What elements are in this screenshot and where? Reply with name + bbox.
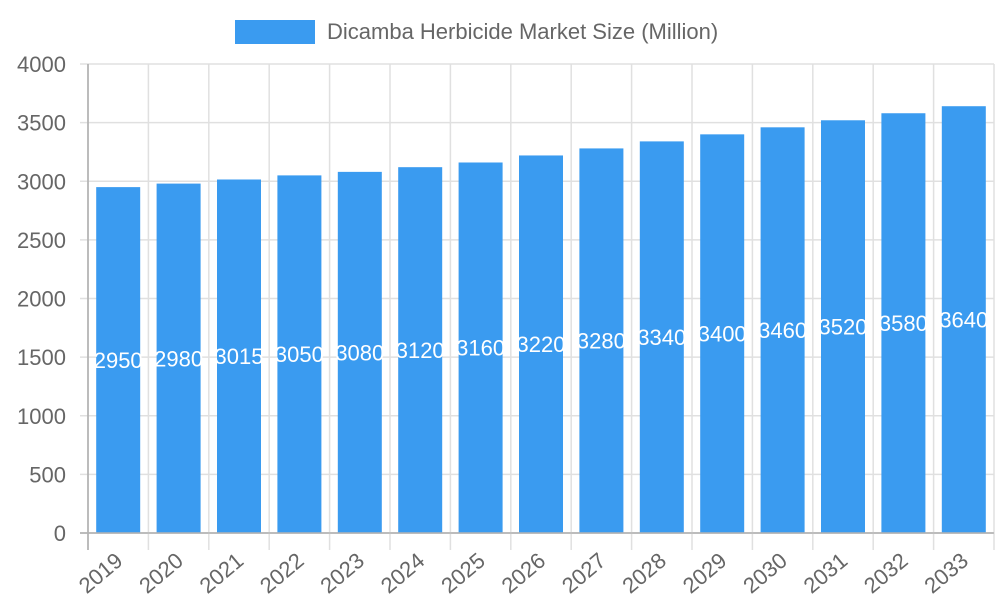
bar-2027[interactable] [579,148,624,534]
bar-value-label: 3120 [396,338,445,363]
bar-value-label: 3340 [637,325,686,350]
bar-value-label: 2980 [154,346,203,371]
bar-2023[interactable] [337,171,382,533]
x-tick-label: 2026 [497,548,551,599]
bar-2021[interactable] [217,179,261,533]
y-tick-label: 2000 [17,287,66,312]
chart-legend[interactable]: Dicamba Herbicide Market Size (Million) [235,18,718,46]
legend-label: Dicamba Herbicide Market Size (Million) [327,19,719,44]
bar-2033[interactable] [941,106,986,534]
bar-2022[interactable] [277,175,322,533]
x-tick-label: 2019 [74,548,128,599]
y-tick-label: 1000 [17,404,66,429]
x-tick-label: 2030 [738,548,792,599]
x-tick-label: 2021 [195,548,249,599]
bar-2032[interactable] [881,113,926,534]
bar-value-label: 3460 [758,318,807,343]
bars [96,106,986,534]
bar-2028[interactable] [639,141,684,533]
y-tick-label: 500 [29,462,66,487]
x-tick-label: 2028 [617,548,671,599]
bar-2030[interactable] [760,127,805,533]
bar-2031[interactable] [821,120,865,533]
x-tick-label: 2022 [255,548,309,599]
bar-2024[interactable] [398,167,443,533]
x-tick-label: 2029 [678,548,732,599]
y-tick-label: 4000 [17,52,66,77]
bar-2026[interactable] [519,155,563,533]
x-tick-label: 2023 [315,548,369,599]
data-labels: 2950 2980 3015 3050 3080 3120 3160 3220 3280 3340… [94,308,989,373]
x-tick-label: 2027 [557,548,611,599]
x-tick-label: 2032 [859,548,913,599]
y-tick-label: 3000 [17,169,66,194]
x-tick-label: 2024 [376,548,430,599]
x-tick-label: 2033 [919,548,973,599]
y-tick-label: 1500 [17,345,66,370]
x-tick-label: 2025 [436,548,490,599]
bar-2025[interactable] [458,162,503,534]
y-tick-label: 0 [54,521,66,546]
bar-2020[interactable] [156,183,201,533]
bar-value-label: 3520 [819,315,868,340]
y-tick-label: 2500 [17,228,66,253]
bar-value-label: 3580 [879,311,928,336]
legend-swatch [235,20,315,44]
bar-value-label: 3220 [517,332,566,357]
bar-2029[interactable] [700,134,745,533]
y-tick-label: 3500 [17,111,66,136]
bar-value-label: 3160 [456,336,505,361]
bar-value-label: 3080 [335,340,384,365]
x-tick-label: 2031 [799,548,853,599]
bar-value-label: 3400 [698,322,747,347]
bar-2019[interactable] [96,187,141,534]
bar-value-label: 3015 [215,344,264,369]
bar-value-label: 3280 [577,329,626,354]
bar-value-label: 2950 [94,348,143,373]
bar-value-label: 3050 [275,342,324,367]
x-tick-label: 2020 [134,548,188,599]
bar-value-label: 3640 [939,308,988,333]
